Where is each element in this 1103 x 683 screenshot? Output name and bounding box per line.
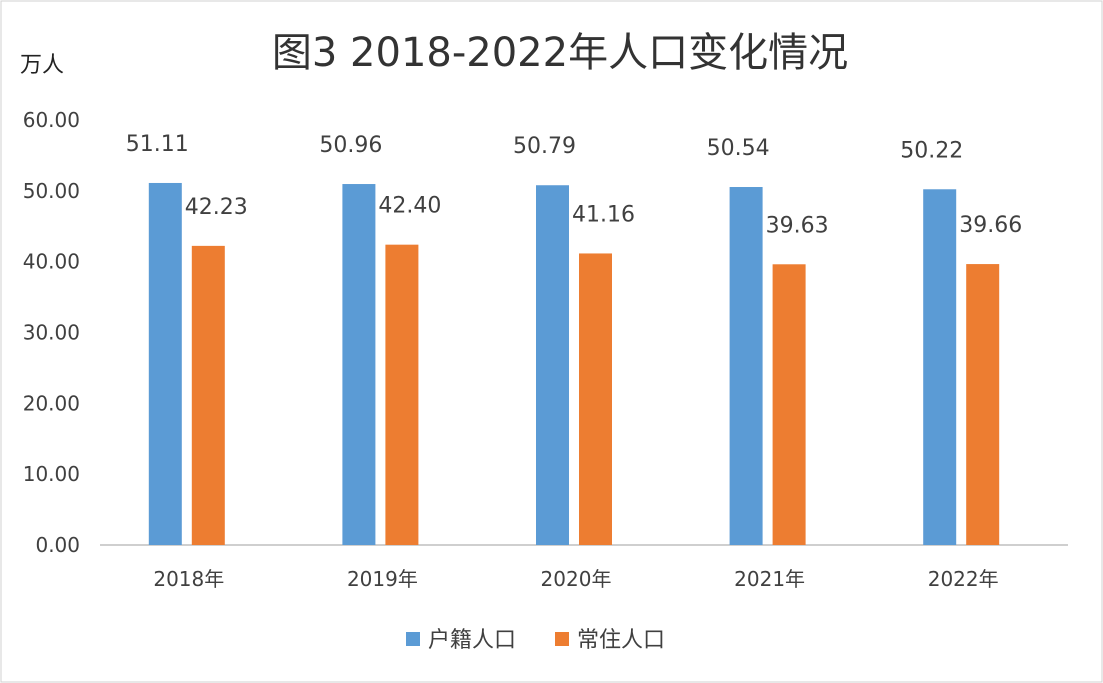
- data-labels-group: 51.11 42.23 50.96 42.40 50.79 41.16 50.54 39.63…: [126, 132, 1022, 238]
- y-axis-ticks: 0.00 10.00 20.00 30.00 40.00 50.00 60.00: [23, 108, 80, 557]
- x-tick-label: 2018年: [153, 567, 224, 591]
- bar-resident-1: [385, 244, 419, 545]
- y-tick-label: 0.00: [35, 533, 80, 557]
- bar-resident-4: [966, 264, 1000, 545]
- y-tick-label: 50.00: [23, 179, 80, 203]
- legend: 户籍人口 常住人口: [406, 628, 665, 653]
- data-label: 50.22: [900, 138, 963, 163]
- bars-group: [148, 182, 1000, 546]
- legend-label-registered: 户籍人口: [428, 628, 516, 653]
- bar-registered-2: [536, 185, 569, 546]
- y-tick-label: 40.00: [23, 250, 80, 274]
- data-label: 50.79: [513, 134, 576, 159]
- chart-title: 图3 2018-2022年人口变化情况: [272, 30, 848, 76]
- bar-resident-0: [191, 245, 225, 545]
- data-label: 39.66: [959, 213, 1022, 238]
- y-tick-label: 60.00: [23, 108, 80, 132]
- data-label: 42.40: [378, 194, 441, 219]
- x-tick-label: 2022年: [928, 567, 999, 591]
- y-tick-label: 30.00: [23, 321, 80, 345]
- data-label: 50.54: [707, 136, 770, 161]
- bar-registered-1: [342, 184, 376, 546]
- x-tick-label: 2019年: [347, 567, 418, 591]
- legend-label-resident: 常住人口: [577, 628, 665, 653]
- bar-registered-3: [729, 187, 763, 545]
- data-label: 41.16: [572, 202, 635, 227]
- data-label: 50.96: [319, 133, 382, 158]
- y-tick-label: 20.00: [23, 391, 80, 415]
- x-tick-label: 2021年: [734, 567, 805, 591]
- x-axis-ticks: 2018年 2019年 2020年 2021年 2022年: [153, 567, 998, 591]
- bar-registered-4: [923, 189, 957, 545]
- data-label: 51.11: [126, 132, 189, 157]
- y-tick-label: 10.00: [23, 462, 80, 486]
- data-label: 42.23: [185, 195, 248, 220]
- legend-swatch-resident: [555, 632, 569, 646]
- data-label: 39.63: [766, 213, 829, 238]
- bar-registered-0: [148, 182, 182, 546]
- x-tick-label: 2020年: [541, 567, 612, 591]
- legend-swatch-registered: [406, 632, 420, 646]
- bar-resident-2: [579, 253, 612, 545]
- bar-resident-3: [772, 264, 806, 545]
- y-unit-label: 万人: [20, 53, 64, 78]
